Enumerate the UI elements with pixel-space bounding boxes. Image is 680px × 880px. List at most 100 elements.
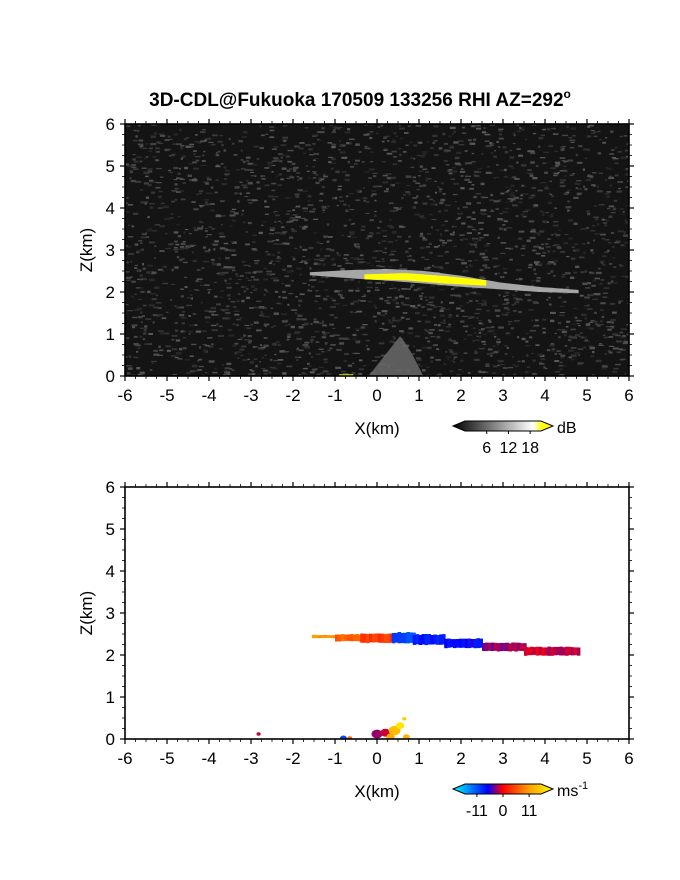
snr-noise-speckle: [445, 251, 449, 253]
snr-noise-speckle: [298, 190, 303, 192]
snr-noise-speckle: [515, 301, 520, 304]
snr-noise-speckle: [622, 210, 625, 213]
snr-noise-speckle: [607, 328, 612, 331]
snr-noise-speckle: [562, 301, 566, 303]
snr-noise-speckle: [513, 302, 517, 305]
snr-noise-speckle: [192, 161, 197, 164]
snr-noise-speckle: [212, 310, 217, 313]
snr-noise-speckle: [125, 279, 131, 282]
snr-noise-speckle: [413, 289, 418, 292]
snr-noise-speckle: [172, 373, 177, 375]
snr-noise-speckle: [553, 221, 559, 223]
velocity-layer-cell: [320, 635, 325, 638]
snr-noise-speckle: [600, 320, 603, 323]
snr-noise-speckle: [375, 356, 381, 358]
snr-noise-speckle: [583, 251, 586, 254]
snr-noise-speckle: [603, 222, 608, 224]
snr-noise-speckle: [532, 301, 539, 303]
snr-noise-speckle: [129, 170, 134, 172]
snr-noise-speckle: [231, 254, 237, 256]
snr-noise-speckle: [254, 259, 260, 262]
snr-noise-speckle: [514, 320, 520, 322]
snr-noise-speckle: [210, 143, 216, 146]
snr-noise-speckle: [260, 311, 263, 314]
snr-noise-speckle: [554, 207, 558, 209]
snr-noise-speckle: [125, 244, 129, 248]
snr-noise-speckle: [157, 195, 162, 199]
snr-noise-speckle: [542, 327, 546, 330]
snr-noise-speckle: [340, 297, 345, 299]
snr-noise-speckle: [223, 271, 229, 274]
snr-noise-speckle: [539, 247, 544, 250]
snr-noise-speckle: [213, 248, 216, 251]
snr-noise-speckle: [141, 232, 146, 235]
snr-noise-speckle: [471, 184, 475, 186]
snr-noise-speckle: [133, 168, 139, 170]
snr-noise-speckle: [177, 235, 181, 238]
snr-noise-speckle: [337, 126, 343, 129]
snr-noise-speckle: [583, 148, 589, 151]
snr-noise-speckle: [592, 272, 595, 275]
snr-noise-speckle: [583, 185, 586, 188]
snr-noise-speckle: [207, 310, 212, 312]
snr-noise-speckle: [477, 168, 483, 170]
snr-noise-speckle: [609, 303, 616, 305]
snr-noise-speckle: [222, 317, 229, 320]
velocity-layer-cell: [326, 635, 331, 639]
snr-noise-speckle: [576, 180, 582, 182]
snr-noise-speckle: [301, 324, 307, 326]
snr-noise-speckle: [534, 261, 540, 264]
snr-noise-speckle: [360, 300, 366, 302]
snr-noise-speckle: [612, 347, 619, 350]
snr-noise-speckle: [522, 210, 528, 213]
snr-noise-speckle: [315, 341, 320, 343]
snr-noise-speckle: [149, 278, 155, 282]
snr-noise-speckle: [169, 172, 173, 174]
snr-noise-speckle: [492, 365, 498, 368]
velocity-low-level-cell: [340, 735, 347, 739]
snr-xtick-label: 0: [372, 386, 381, 405]
snr-noise-speckle: [137, 316, 143, 319]
snr-noise-speckle: [604, 193, 610, 195]
snr-noise-speckle: [145, 175, 149, 178]
snr-noise-speckle: [623, 234, 629, 237]
snr-noise-speckle: [211, 313, 215, 316]
snr-noise-speckle: [602, 292, 608, 295]
velocity-layer-cell: [403, 632, 407, 644]
snr-noise-speckle: [229, 266, 236, 269]
snr-noise-speckle: [401, 288, 406, 290]
snr-noise-speckle: [482, 264, 488, 267]
snr-noise-speckle: [561, 365, 567, 367]
snr-noise-speckle: [310, 340, 313, 343]
snr-noise-speckle: [559, 374, 565, 376]
snr-noise-speckle: [142, 267, 146, 270]
velocity-layer-cell: [352, 634, 357, 642]
snr-noise-speckle: [272, 343, 277, 346]
snr-noise-speckle: [130, 260, 133, 264]
snr-noise-speckle: [235, 318, 241, 321]
snr-noise-speckle: [127, 236, 134, 238]
snr-noise-speckle: [202, 181, 208, 183]
snr-noise-speckle: [204, 230, 208, 232]
velocity-low-level-cell: [256, 732, 261, 736]
snr-noise-speckle: [508, 366, 514, 369]
snr-noise-speckle: [363, 200, 366, 202]
snr-noise-speckle: [227, 267, 233, 270]
snr-noise-speckle: [445, 164, 450, 166]
snr-noise-speckle: [412, 197, 417, 199]
velocity-layer-cell: [464, 638, 469, 649]
snr-noise-speckle: [587, 175, 593, 178]
snr-noise-speckle: [387, 319, 391, 322]
snr-noise-speckle: [525, 340, 529, 343]
snr-noise-speckle: [584, 157, 587, 159]
snr-noise-speckle: [470, 244, 474, 246]
snr-noise-speckle: [251, 370, 255, 373]
snr-noise-speckle: [535, 165, 539, 167]
snr-noise-speckle: [308, 365, 313, 367]
snr-noise-speckle: [543, 151, 550, 153]
snr-noise-speckle: [440, 198, 446, 202]
snr-noise-speckle: [465, 175, 472, 177]
snr-noise-speckle: [304, 261, 308, 265]
snr-noise-speckle: [516, 124, 519, 126]
snr-noise-speckle: [562, 274, 566, 276]
